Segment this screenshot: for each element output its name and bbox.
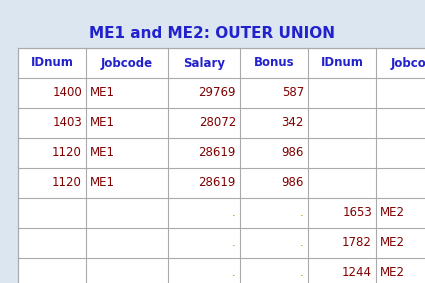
Text: 1782: 1782: [342, 237, 372, 250]
Text: Bonus: Bonus: [254, 57, 294, 70]
Text: .: .: [300, 267, 304, 280]
Text: 986: 986: [282, 147, 304, 160]
Text: 29769: 29769: [198, 87, 236, 100]
Text: 1403: 1403: [52, 117, 82, 130]
Text: 28072: 28072: [199, 117, 236, 130]
Text: IDnum: IDnum: [320, 57, 363, 70]
Text: 1244: 1244: [342, 267, 372, 280]
Text: ME1: ME1: [90, 117, 115, 130]
Text: ME1: ME1: [90, 147, 115, 160]
Text: 986: 986: [282, 177, 304, 190]
Text: 28619: 28619: [198, 177, 236, 190]
Text: Jobcode: Jobcode: [101, 57, 153, 70]
Text: 28619: 28619: [198, 147, 236, 160]
Text: Jobcode: Jobcode: [391, 57, 425, 70]
Text: .: .: [232, 267, 236, 280]
Text: ME1 and ME2: OUTER UNION: ME1 and ME2: OUTER UNION: [90, 25, 335, 40]
Text: .: .: [300, 237, 304, 250]
Text: 1120: 1120: [52, 147, 82, 160]
Text: Salary: Salary: [183, 57, 225, 70]
Text: 1400: 1400: [52, 87, 82, 100]
Text: IDnum: IDnum: [31, 57, 74, 70]
Text: 587: 587: [282, 87, 304, 100]
Text: 342: 342: [282, 117, 304, 130]
Text: .: .: [232, 237, 236, 250]
Text: ME1: ME1: [90, 177, 115, 190]
Text: 1653: 1653: [342, 207, 372, 220]
Text: ME2: ME2: [380, 207, 405, 220]
Text: 1120: 1120: [52, 177, 82, 190]
Text: .: .: [300, 207, 304, 220]
Text: ME2: ME2: [380, 267, 405, 280]
Bar: [18, 48, 425, 283]
Text: ME1: ME1: [90, 87, 115, 100]
Text: .: .: [232, 207, 236, 220]
Text: ME2: ME2: [380, 237, 405, 250]
